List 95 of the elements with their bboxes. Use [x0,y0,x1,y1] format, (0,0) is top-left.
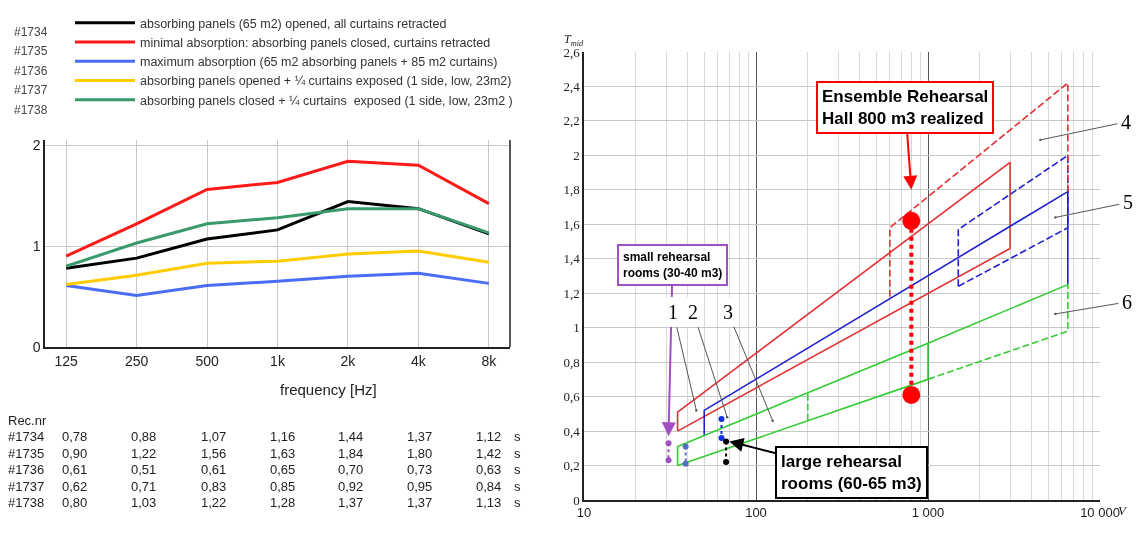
data-label: 0,71 [131,479,157,494]
data-label: 1,12 [476,429,502,444]
annotation: Ensemble Rehearsal Hall 800 m3 realized [822,87,989,129]
data-label: 1,42 [476,446,502,461]
x-tick-label: 4k [411,352,427,369]
data-label: 0,62 [62,479,88,494]
text: #1738 [14,103,48,117]
data-label: 0,92 [338,479,364,494]
data-label: 0,80 [62,495,88,510]
text: s [514,429,521,444]
text: #1736 [8,462,45,477]
data-label: 1,37 [407,495,433,510]
x-tick-label: 8k [481,352,498,369]
data-label: 0,90 [62,446,88,461]
y-tick-label: 0 [32,338,41,355]
y-tick-label: 1,4 [563,251,581,267]
text: #1737 [14,83,48,97]
text: s [514,495,521,510]
data-label: 1,22 [201,495,227,510]
text: #1734 [8,429,45,444]
data-label: 0,85 [270,479,296,494]
x-tick-label: 10 [576,505,592,521]
data-label: 0,65 [270,462,296,477]
data-label: 0,61 [62,462,88,477]
annotation: small rehearsal rooms (30-40 m3) [623,250,723,280]
x-axis-title: frequency [Hz] [280,381,377,398]
legend-label: absorbing panels (65 m2) opened, all curtains retracted [140,16,447,31]
annotation: 3 [723,301,733,323]
x-tick-label: 2k [340,352,357,369]
text: #1736 [14,64,48,78]
annotation: 1 [668,301,678,323]
text: s [514,462,521,477]
text: #1735 [14,44,48,58]
data-label: 0,63 [476,462,502,477]
data-label: 0,95 [407,479,433,494]
y-tick-label: 2,2 [563,113,580,129]
legend-label: absorbing panels closed + ¼ curtains exposed (1 side, low, 23m2 ) [140,93,513,108]
x-tick-label: 1k [270,352,286,369]
y-tick-label: 2 [573,147,580,163]
text: #1735 [8,446,45,461]
x-tick-label: 1 000 [911,505,945,521]
data-label: 0,61 [201,462,227,477]
data-label: 0,51 [131,462,157,477]
data-label: 0,84 [476,479,502,494]
data-label: 1,80 [407,446,433,461]
x-axis-title: V [1118,503,1128,518]
data-label: 1,03 [131,495,157,510]
data-label: 1,84 [338,446,364,461]
data-label: 1,37 [338,495,364,510]
text: 4 [1121,111,1131,133]
data-label: 1,22 [131,446,157,461]
text: #1738 [8,495,45,510]
y-axis-title: T$_{mid}$ [564,32,585,48]
y-tick-label: 2 [32,136,41,153]
y-tick-label: 0,6 [563,389,581,405]
annotation: 2 [688,301,698,323]
data-label: 1,63 [270,446,296,461]
data-label: 0,73 [407,462,433,477]
y-tick-label: 1,2 [563,285,580,301]
y-tick-label: 0 [573,492,580,508]
y-tick-label: 1,6 [563,216,581,232]
legend-label: absorbing panels opened + ¼ curtains exposed (1 side, low, 23m2) [140,74,512,89]
text: s [514,479,521,494]
data-label: 0,78 [62,429,88,444]
y-tick-label: 0,2 [563,458,580,474]
legend-label: minimal absorption: absorbing panels closed, curtains retracted [140,35,491,50]
data-label: 1,28 [270,495,296,510]
x-tick-label: 10 000 [1080,505,1120,521]
annotation: large rehearsal rooms (60-65 m3) [781,452,922,494]
text: 5 [1123,191,1133,213]
x-tick-label: 125 [54,352,79,369]
text: Rec.nr [8,413,47,428]
y-tick-label: 2,4 [563,79,581,95]
data-label: 0,83 [201,479,227,494]
text: #1737 [8,479,45,494]
data-label: 1,16 [270,429,296,444]
data-label: 0,88 [131,429,157,444]
x-tick-label: 100 [745,505,767,521]
text: #1734 [14,25,48,39]
data-label: 1,13 [476,495,502,510]
text: 6 [1122,291,1132,313]
x-tick-label: 250 [124,352,149,369]
y-tick-label: 1 [573,320,580,336]
data-label: 1,37 [407,429,433,444]
data-label: 1,07 [201,429,227,444]
y-tick-label: 0,4 [563,423,581,439]
text: s [514,446,521,461]
y-tick-label: 0,8 [563,354,580,370]
legend-label: maximum absorption (65 m2 absorbing panels + 85 m2 curtains) [140,55,498,69]
data-label: 1,56 [201,446,227,461]
data-label: 1,44 [338,429,364,444]
y-tick-label: 1 [32,237,41,254]
data-label: 0,70 [338,462,364,477]
x-tick-label: 500 [195,352,219,369]
y-tick-label: 1,8 [563,182,580,198]
